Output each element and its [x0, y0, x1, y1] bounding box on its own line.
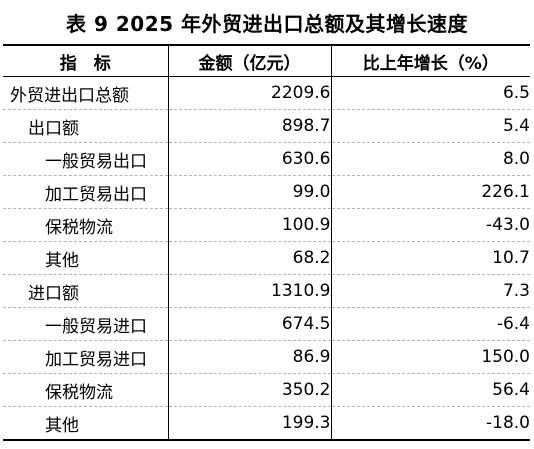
row-growth: 8.0 [330, 142, 530, 176]
row-label: 出口额 [28, 118, 79, 139]
row-growth: 5.4 [330, 109, 530, 143]
trade-table: 指 标 金额（亿元） 比上年增长（%） 外贸进出口总额 2209.6 6.5 出… [3, 44, 530, 441]
row-amount: 674.5 [167, 307, 331, 341]
row-growth: 10.7 [330, 241, 530, 275]
table-row: 进口额 1310.9 7.3 [3, 274, 530, 308]
table-header-row: 指 标 金额（亿元） 比上年增长（%） [3, 45, 530, 77]
row-label: 一般贸易出口 [45, 151, 147, 172]
row-label: 进口额 [28, 283, 79, 304]
header-growth: 比上年增长（%） [330, 45, 530, 77]
row-label: 保税物流 [45, 382, 113, 403]
table-row: 保税物流 100.9 -43.0 [3, 208, 530, 242]
row-label: 一般贸易进口 [45, 316, 147, 337]
header-indicator: 指 标 [59, 53, 111, 74]
row-growth: 6.5 [330, 76, 530, 110]
row-growth: -6.4 [330, 307, 530, 341]
row-label: 其他 [45, 250, 79, 271]
table-row: 出口额 898.7 5.4 [3, 109, 530, 143]
row-growth: 56.4 [330, 373, 530, 407]
row-amount: 86.9 [167, 340, 331, 374]
table-row: 保税物流 350.2 56.4 [3, 373, 530, 407]
row-amount: 630.6 [167, 142, 331, 176]
row-growth: 150.0 [330, 340, 530, 374]
row-label: 加工贸易出口 [45, 184, 147, 205]
row-amount: 100.9 [167, 208, 331, 242]
header-amount: 金额（亿元） [167, 45, 331, 77]
row-amount: 99.0 [167, 175, 331, 209]
table-row: 外贸进出口总额 2209.6 6.5 [3, 76, 530, 110]
table-title: 表 9 2025 年外贸进出口总额及其增长速度 [66, 12, 468, 36]
row-amount: 68.2 [167, 241, 331, 275]
row-growth: -43.0 [330, 208, 530, 242]
table-row: 其他 199.3 -18.0 [3, 406, 530, 440]
row-amount: 2209.6 [167, 76, 331, 110]
row-amount: 1310.9 [167, 274, 331, 308]
table-row: 一般贸易进口 674.5 -6.4 [3, 307, 530, 341]
row-amount: 898.7 [167, 109, 331, 143]
table-row: 一般贸易出口 630.6 8.0 [3, 142, 530, 176]
table-row: 其他 68.2 10.7 [3, 241, 530, 275]
row-growth: -18.0 [330, 406, 530, 440]
table-row: 加工贸易进口 86.9 150.0 [3, 340, 530, 374]
row-label: 外贸进出口总额 [10, 85, 129, 106]
row-growth: 226.1 [330, 175, 530, 209]
row-label: 加工贸易进口 [45, 349, 147, 370]
row-amount: 199.3 [167, 406, 331, 440]
row-amount: 350.2 [167, 373, 331, 407]
row-growth: 7.3 [330, 274, 530, 308]
table-row: 加工贸易出口 99.0 226.1 [3, 175, 530, 209]
row-label: 保税物流 [45, 217, 113, 238]
row-label: 其他 [45, 415, 79, 436]
